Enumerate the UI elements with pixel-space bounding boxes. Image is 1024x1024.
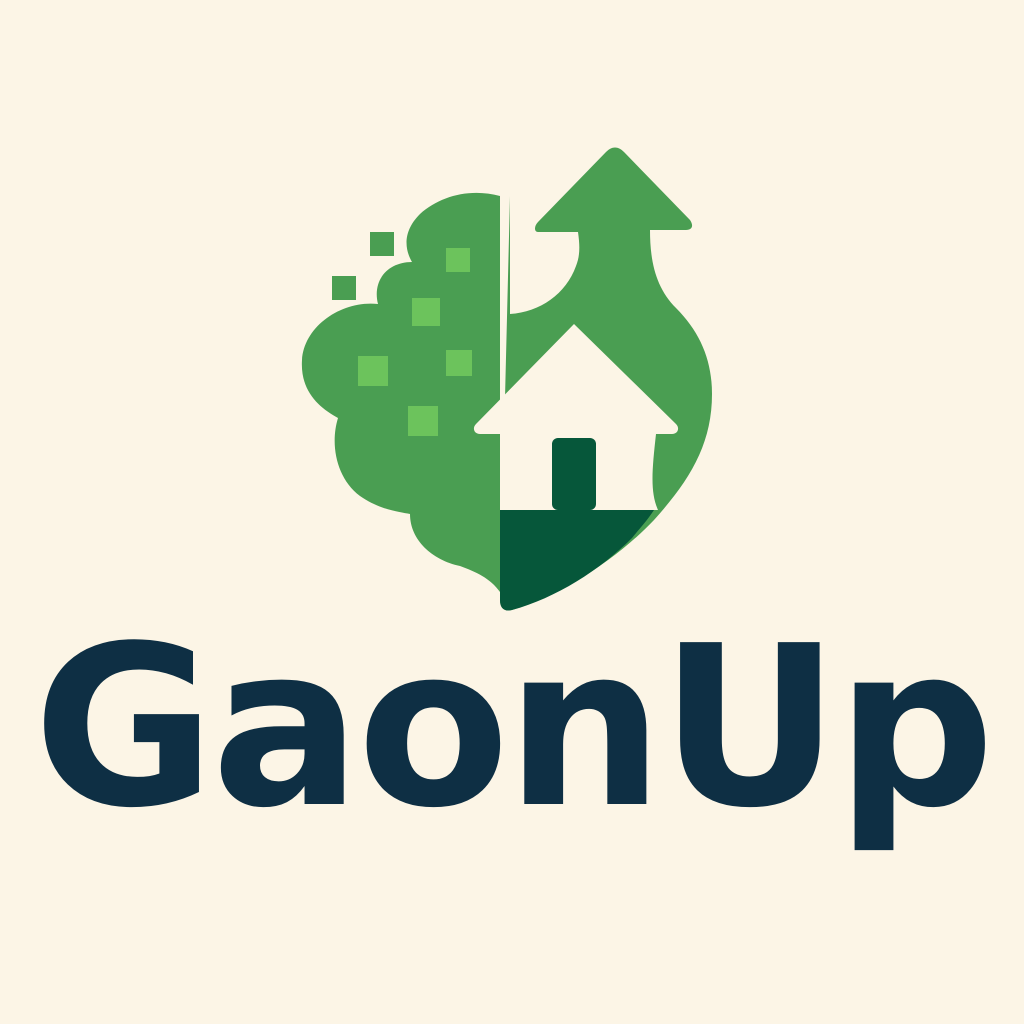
house-door-icon	[552, 438, 596, 510]
house-icon	[473, 324, 679, 510]
tree-canopy-icon	[301, 192, 500, 592]
pixel-square	[370, 232, 394, 256]
brand-wordmark: GaonUp	[33, 599, 995, 857]
pixel-square	[358, 356, 388, 386]
pixel-square	[446, 350, 472, 376]
house-base-shape	[500, 510, 654, 611]
pixel-square	[332, 276, 356, 300]
pixel-square	[412, 298, 440, 326]
pixel-square	[446, 248, 470, 272]
gaonup-logo-mark	[301, 147, 712, 611]
pixel-squares-icon	[358, 248, 472, 436]
pixel-square	[408, 406, 438, 436]
floating-pixels-icon	[332, 232, 394, 300]
